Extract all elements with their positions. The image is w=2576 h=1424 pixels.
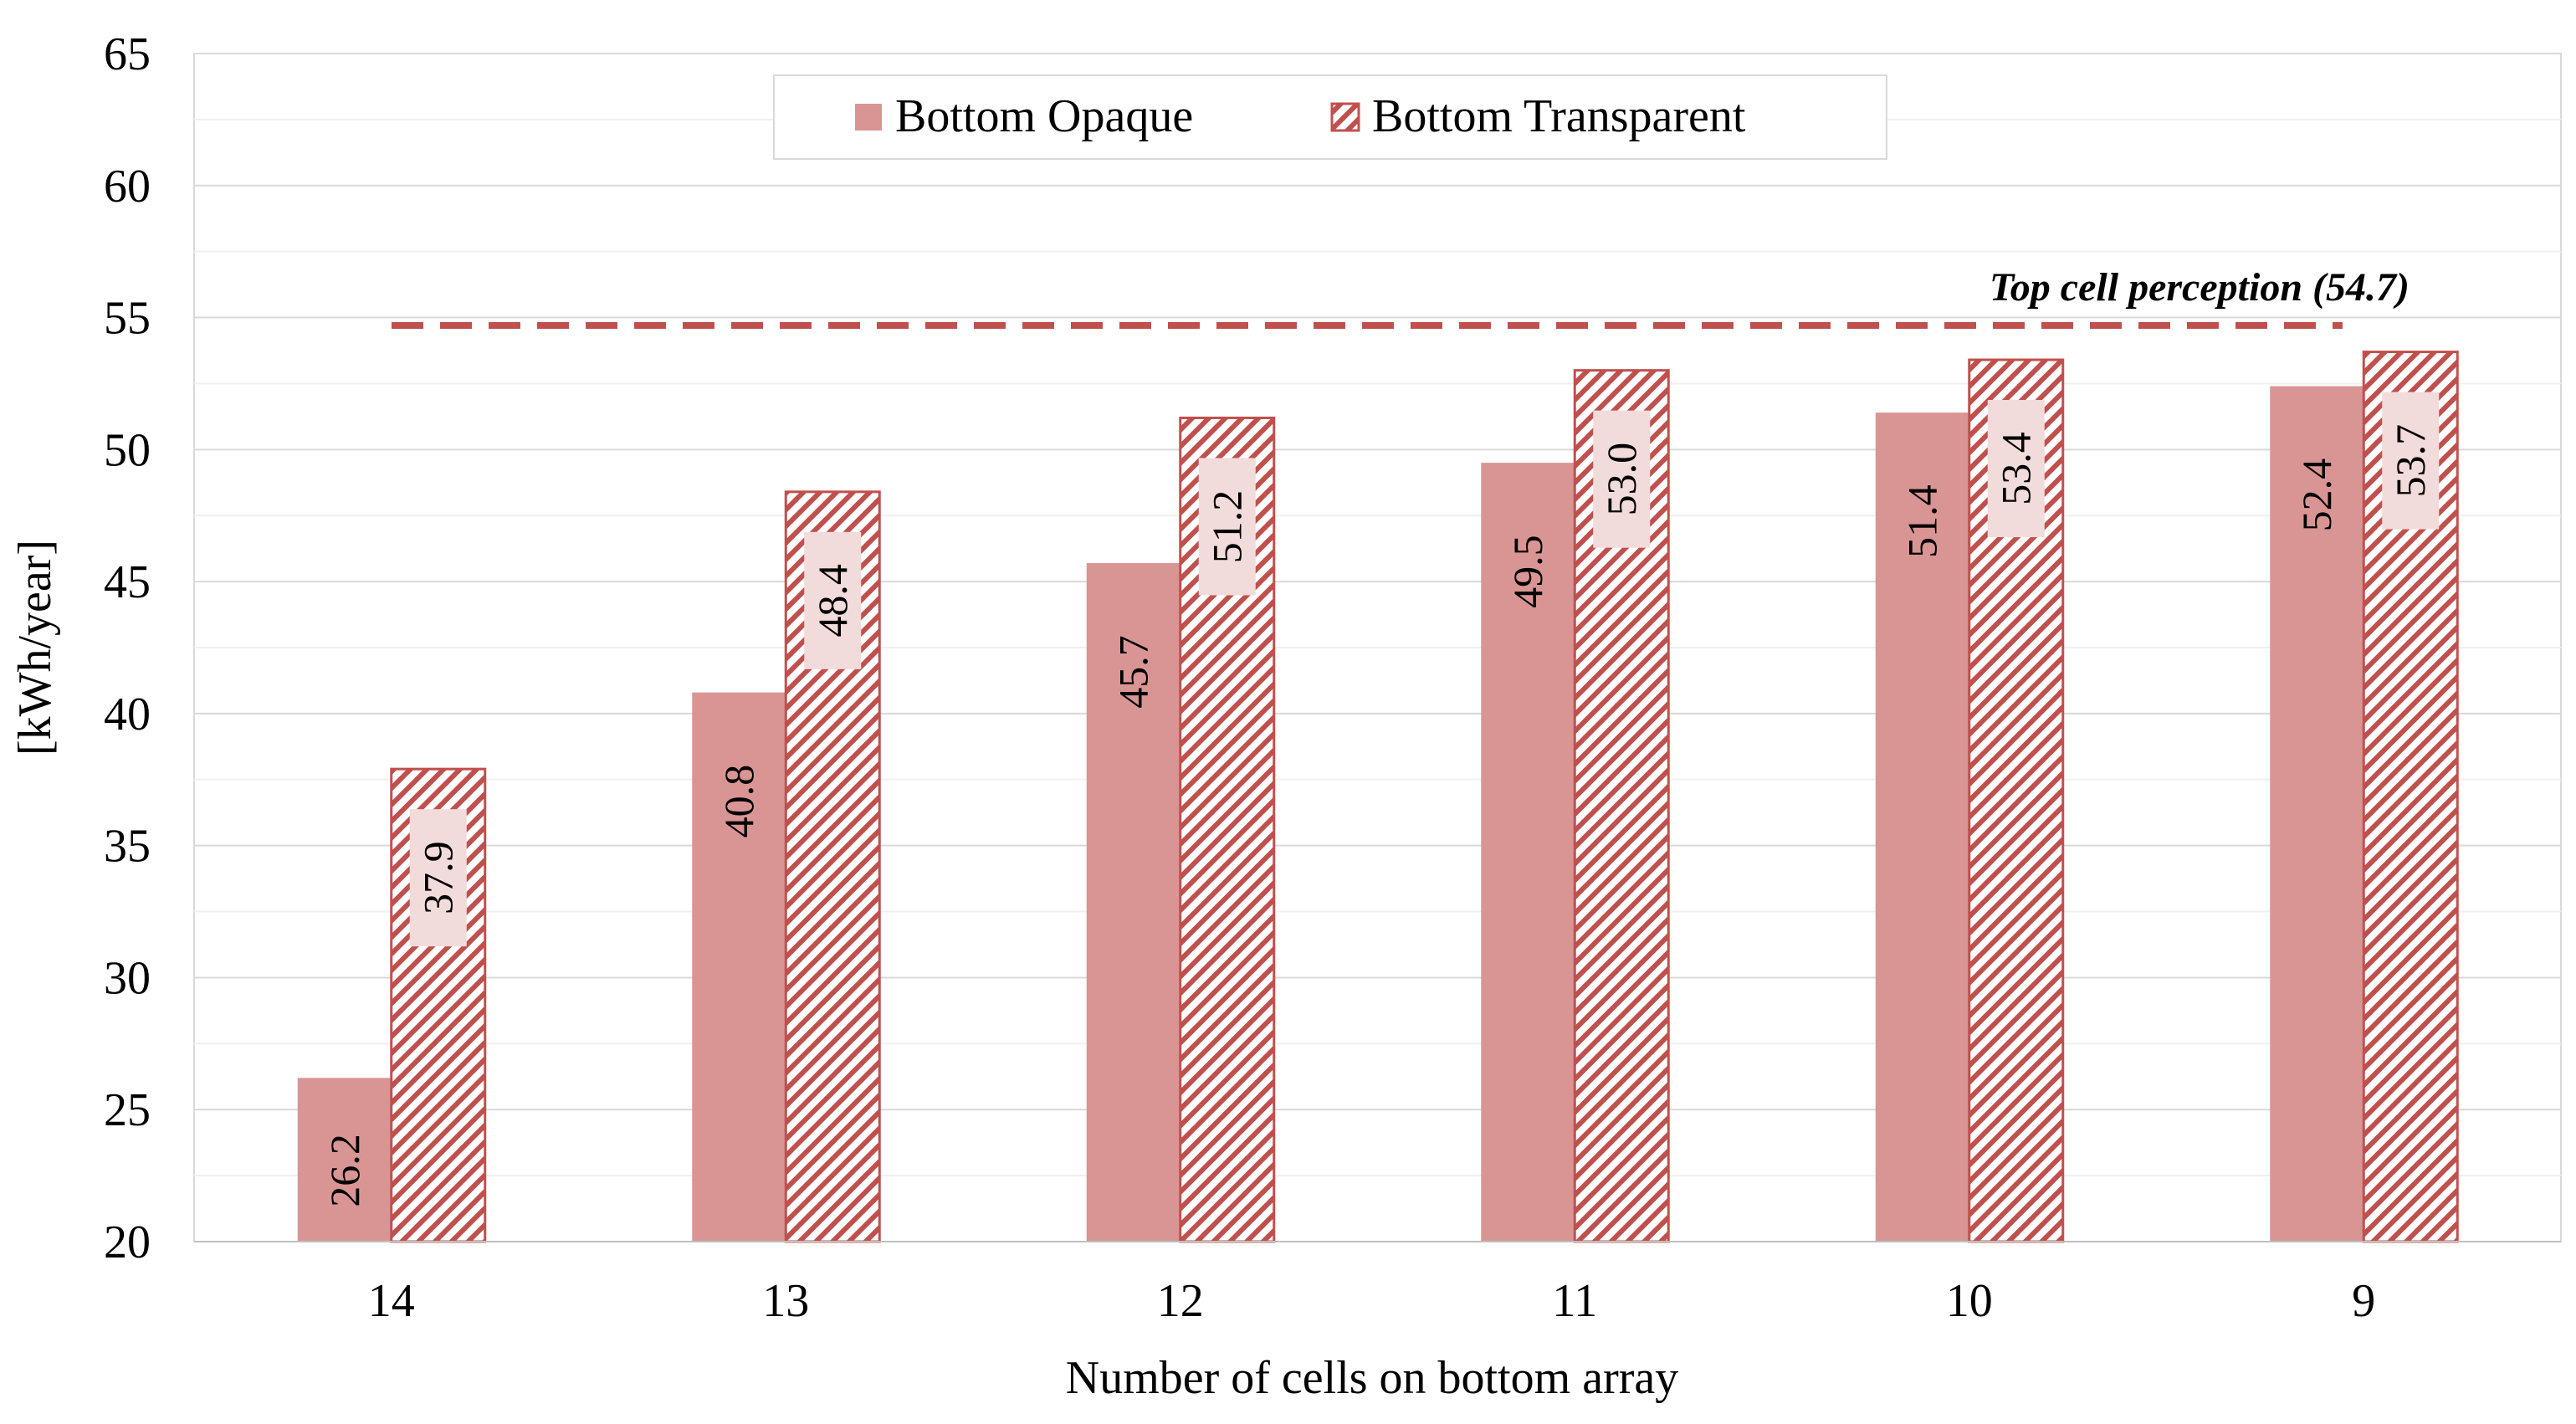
bar-bottom-opaque	[1481, 463, 1575, 1242]
data-label-background	[409, 809, 467, 947]
x-tick-label: 9	[2352, 1275, 2375, 1327]
data-label-background	[2382, 392, 2440, 530]
data-label-bottom-transparent: 53.0	[1598, 443, 1645, 516]
y-tick-label: 40	[104, 689, 151, 740]
data-label-bottom-opaque: 40.8	[715, 765, 762, 838]
x-axis-ticks: 14 13 12 11 10 9	[368, 1275, 2376, 1327]
x-tick-label: 10	[1946, 1275, 1993, 1327]
y-tick-label: 50	[104, 424, 151, 476]
x-tick-label: 11	[1552, 1275, 1597, 1327]
data-label-bottom-transparent: 53.7	[2387, 424, 2434, 498]
y-tick-label: 60	[104, 161, 151, 213]
data-label-bottom-transparent: 37.9	[415, 841, 462, 914]
data-label-background	[804, 531, 862, 669]
legend-swatch-bottom-opaque	[855, 104, 882, 131]
data-label-bottom-opaque: 51.4	[1899, 484, 1946, 558]
bar-bottom-opaque	[1086, 563, 1180, 1242]
legend-box	[773, 74, 1887, 160]
legend-label-bottom-transparent: Bottom Transparent	[1372, 90, 1746, 142]
bars: 26.2 37.9 40.8 48.4 45.7 51.2 49.5 53.0 51.4 53.4…	[297, 351, 2459, 1243]
data-label-background	[1198, 458, 1256, 596]
bar-bottom-opaque	[297, 1078, 392, 1242]
y-tick-label: 30	[104, 952, 151, 1004]
x-tick-label: 13	[762, 1275, 809, 1327]
legend: Bottom Opaque Bottom Transparent	[773, 74, 1887, 160]
data-label-background	[1987, 400, 2045, 538]
y-axis-title: [kWh/year]	[9, 540, 61, 756]
y-tick-label: 25	[104, 1084, 151, 1136]
y-tick-label: 55	[104, 293, 151, 345]
y-axis-ticks: 20 25 30 35 40 45 50 55 60 65	[104, 28, 151, 1268]
data-label-bottom-transparent: 51.2	[1204, 490, 1251, 564]
y-tick-label: 65	[104, 28, 151, 80]
data-label-bottom-transparent: 53.4	[1993, 432, 2040, 505]
bar-bottom-opaque	[1875, 412, 1969, 1242]
data-label-bottom-transparent: 48.4	[809, 564, 856, 638]
legend-swatch-bottom-transparent	[1330, 102, 1360, 132]
legend-label-bottom-opaque: Bottom Opaque	[895, 90, 1193, 142]
bar-bottom-opaque	[2270, 386, 2364, 1242]
data-label-bottom-opaque: 45.7	[1110, 635, 1157, 709]
data-label-bottom-opaque: 52.4	[2293, 458, 2340, 532]
bar-bottom-opaque	[692, 692, 786, 1242]
y-tick-label: 20	[104, 1217, 151, 1268]
y-tick-label: 35	[104, 821, 151, 873]
data-label-background	[1593, 410, 1651, 548]
x-tick-label: 12	[1157, 1275, 1204, 1327]
x-axis-title: Number of cells on bottom array	[1066, 1352, 1678, 1404]
x-tick-label: 14	[368, 1275, 415, 1327]
grid	[194, 118, 2561, 1177]
y-tick-label: 45	[104, 556, 151, 608]
data-label-bottom-opaque: 26.2	[321, 1134, 368, 1207]
data-label-bottom-opaque: 49.5	[1504, 535, 1551, 608]
reference-line-label: Top cell perception (54.7)	[1990, 265, 2410, 310]
